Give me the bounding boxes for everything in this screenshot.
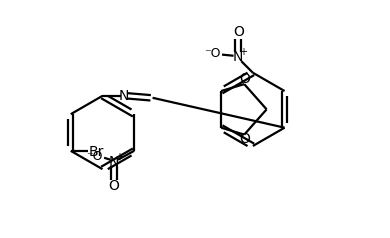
Text: O: O bbox=[109, 179, 120, 193]
Text: Br: Br bbox=[89, 144, 104, 159]
Text: O: O bbox=[239, 73, 250, 86]
Text: O: O bbox=[239, 132, 250, 146]
Text: +: + bbox=[239, 46, 247, 56]
Text: N: N bbox=[233, 50, 243, 64]
Text: ⁻O: ⁻O bbox=[87, 150, 103, 164]
Text: O: O bbox=[233, 25, 244, 39]
Text: ⁻O: ⁻O bbox=[204, 47, 221, 60]
Text: N: N bbox=[109, 155, 119, 169]
Text: +: + bbox=[115, 152, 123, 162]
Text: N: N bbox=[119, 89, 129, 103]
